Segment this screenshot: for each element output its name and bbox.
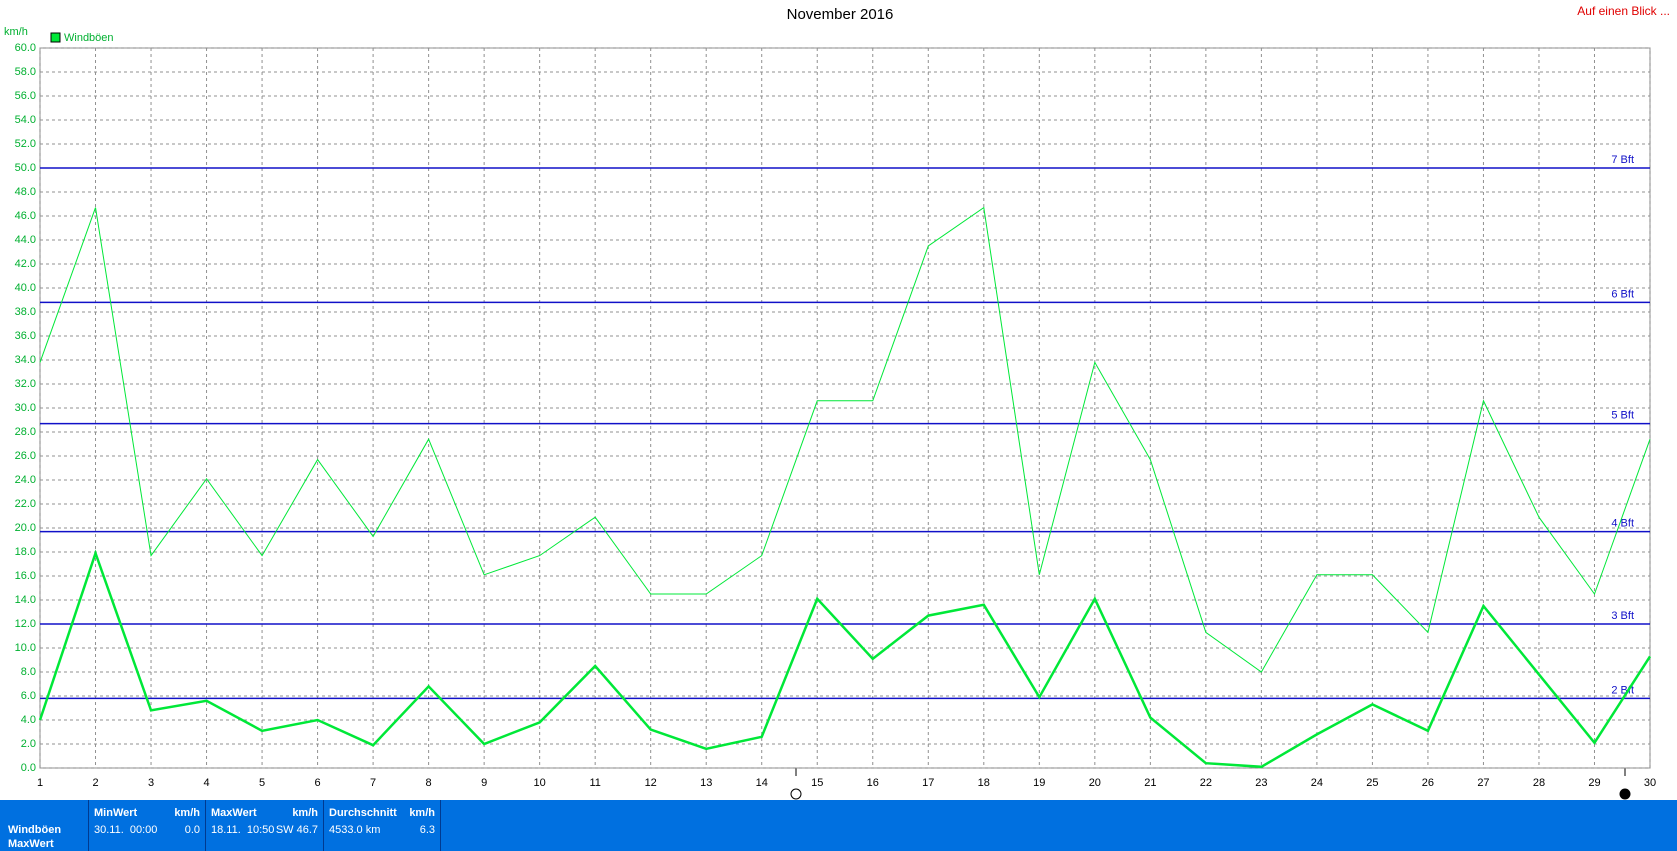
summary-column: MaxWert km/h 18.11. 10:50 SW 46.7 [205, 800, 324, 851]
y-tick-label: 22.0 [15, 498, 36, 510]
cell-value: 0.0 [184, 824, 200, 836]
x-tick-label: 7 [370, 777, 376, 789]
y-tick-label: 52.0 [15, 138, 36, 150]
reference-label: 4 Bft [1611, 518, 1634, 530]
y-tick-label: 24.0 [15, 474, 36, 486]
y-tick-label: 6.0 [21, 690, 36, 702]
chart-title: November 2016 [787, 6, 894, 23]
reference-label: 6 Bft [1611, 288, 1634, 300]
column-header: Durchschnitt [329, 807, 397, 819]
summary-end [440, 800, 442, 851]
x-tick-label: 26 [1422, 777, 1434, 789]
column-unit: km/h [292, 807, 318, 819]
x-tick-label: 1 [37, 777, 43, 789]
series-line [38, 549, 1652, 769]
y-tick-label: 46.0 [15, 210, 36, 222]
y-tick-label: 40.0 [15, 282, 36, 294]
y-axis-label: km/h [4, 26, 28, 38]
y-tick-label: 38.0 [15, 306, 36, 318]
x-tick-label: 16 [867, 777, 879, 789]
x-tick-label: 23 [1255, 777, 1267, 789]
x-tick-label: 30 [1644, 777, 1656, 789]
y-tick-label: 2.0 [21, 738, 36, 750]
y-tick-label: 50.0 [15, 162, 36, 174]
x-tick-label: 19 [1033, 777, 1045, 789]
y-tick-label: 10.0 [15, 642, 36, 654]
x-tick-label: 29 [1588, 777, 1600, 789]
cell-text: 4533.0 km [329, 824, 381, 836]
x-tick-label: 27 [1477, 777, 1489, 789]
column-unit: km/h [409, 807, 435, 819]
reference-label: 2 Bft [1611, 684, 1634, 696]
y-tick-label: 16.0 [15, 570, 36, 582]
x-tick-label: 21 [1144, 777, 1156, 789]
y-tick-label: 26.0 [15, 450, 36, 462]
x-tick-label: 3 [148, 777, 154, 789]
legend-label: Windböen [64, 32, 114, 44]
column-header: MaxWert [211, 807, 257, 819]
y-tick-label: 4.0 [21, 714, 36, 726]
x-tick-label: 24 [1311, 777, 1323, 789]
x-tick-label: 13 [700, 777, 712, 789]
cell-value: 6.3 [419, 824, 435, 836]
column-header: MinWert [94, 807, 138, 819]
summary-column: MinWert km/h 30.11. 00:00 0.0 [88, 800, 206, 851]
x-tick-label: 28 [1533, 777, 1545, 789]
reference-label: 5 Bft [1611, 410, 1634, 422]
reference-label: 7 Bft [1611, 154, 1634, 166]
x-tick-label: 5 [259, 777, 265, 789]
y-tick-label: 32.0 [15, 378, 36, 390]
x-tick-label: 14 [756, 777, 768, 789]
x-tick-label: 22 [1200, 777, 1212, 789]
x-tick-label: 12 [645, 777, 657, 789]
moon-full [1619, 764, 1631, 800]
chart: November 2016 Auf einen Blick ... km/h W… [4, 4, 1670, 800]
y-tick-label: 42.0 [15, 258, 36, 270]
y-tick-label: 20.0 [15, 522, 36, 534]
y-tick-label: 60.0 [15, 42, 36, 54]
y-tick-label: 56.0 [15, 90, 36, 102]
x-tick-label: 6 [315, 777, 321, 789]
x-tick-label: 18 [978, 777, 990, 789]
reference-label: 3 Bft [1611, 610, 1634, 622]
y-tick-label: 14.0 [15, 594, 36, 606]
link[interactable]: Auf einen Blick ... [1577, 4, 1670, 18]
y-tick-label: 36.0 [15, 330, 36, 342]
x-tick-label: 11 [589, 777, 600, 789]
column-unit: km/h [174, 807, 200, 819]
x-tick-label: 15 [811, 777, 823, 789]
x-tick-label: 17 [922, 777, 934, 789]
y-tick-label: 44.0 [15, 234, 36, 246]
x-tick-label: 8 [426, 777, 432, 789]
y-tick-label: 12.0 [15, 618, 36, 630]
summary-column: Durchschnitt km/h 4533.0 km 6.3 [323, 800, 441, 851]
series-line [39, 206, 1651, 673]
row-label: Windböen [8, 824, 62, 836]
y-tick-label: 34.0 [15, 354, 36, 366]
y-tick-label: 58.0 [15, 66, 36, 78]
summary-panel: Windböen MaxWert MinWert km/h 30.11. 00:00… [0, 800, 1677, 851]
y-tick-label: 8.0 [21, 666, 36, 678]
x-tick-label: 10 [534, 777, 546, 789]
y-tick-label: 28.0 [15, 426, 36, 438]
y-tick-label: 54.0 [15, 114, 36, 126]
x-tick-label: 4 [203, 777, 209, 789]
x-tick-label: 25 [1366, 777, 1378, 789]
y-tick-label: 0.0 [21, 762, 36, 774]
y-tick-label: 18.0 [15, 546, 36, 558]
cell-value: SW 46.7 [275, 824, 318, 836]
cell-text: 30.11. 00:00 [94, 824, 158, 836]
y-tick-label: 30.0 [15, 402, 36, 414]
moon-new [790, 764, 802, 800]
x-tick-label: 20 [1089, 777, 1101, 789]
cell-text: 18.11. 10:50 [211, 824, 275, 836]
row-label: MaxWert [8, 838, 54, 850]
y-tick-label: 48.0 [15, 186, 36, 198]
x-tick-label: 2 [92, 777, 98, 789]
legend-swatch [50, 32, 61, 43]
x-tick-label: 9 [481, 777, 487, 789]
